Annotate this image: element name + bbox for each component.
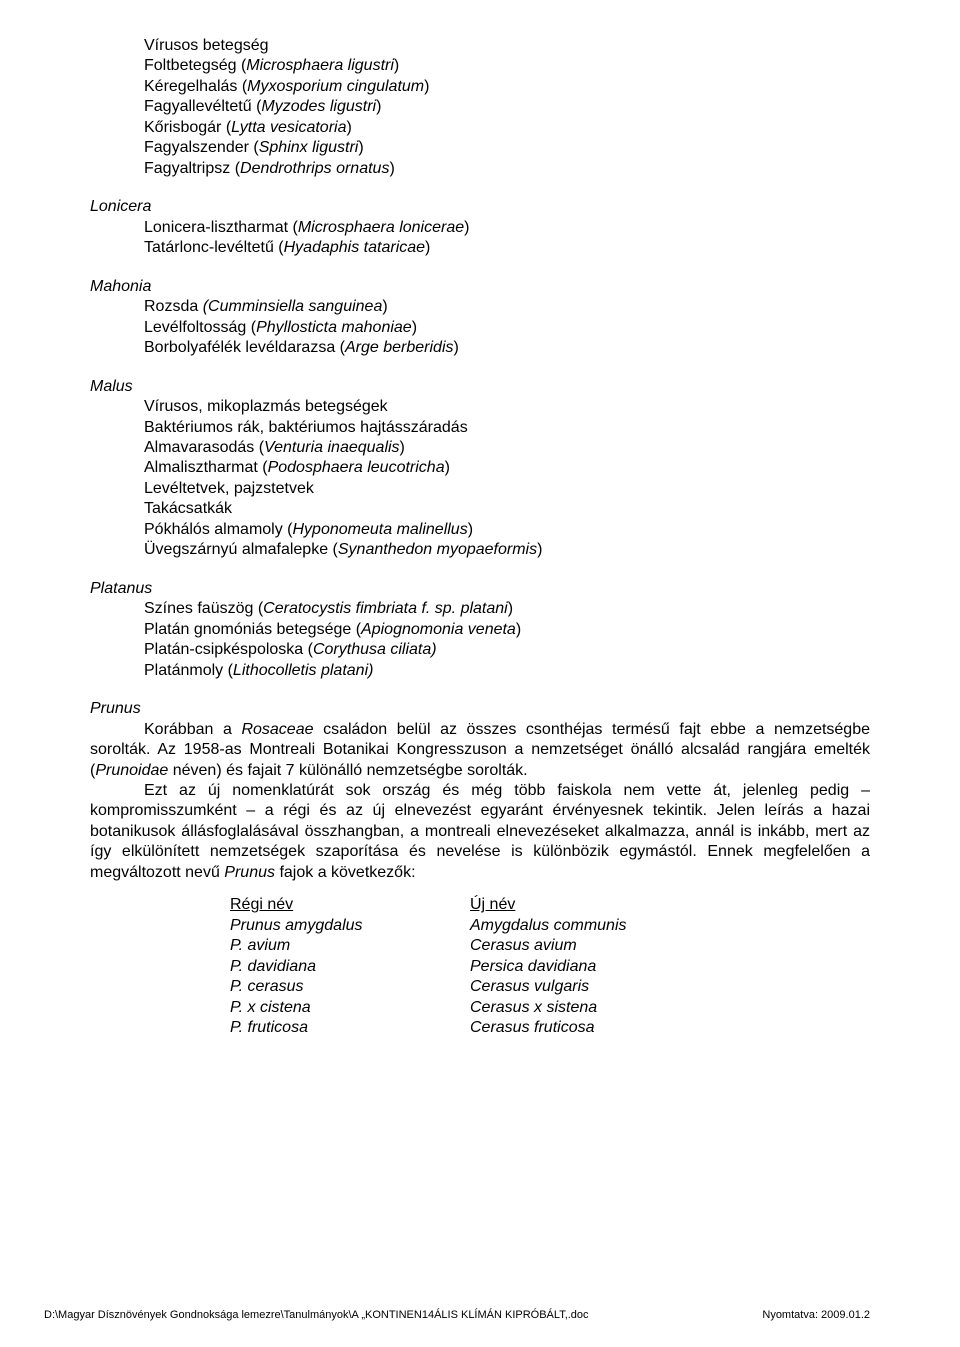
genus-label: Malus (90, 377, 870, 397)
footer-right: Nyomtatva: 2009.01.2 (762, 1309, 870, 1321)
section-top: Vírusos betegség Foltbetegség (Microspha… (90, 36, 870, 179)
species-line: Lonicera-lisztharmat (Microsphaera lonic… (144, 218, 870, 238)
species-line: Fagyalszender (Sphinx ligustri) (144, 138, 870, 158)
genus-label: Mahonia (90, 277, 870, 297)
paragraph: Korábban a Rosaceae családon belül az ös… (90, 720, 870, 781)
species-line: Almalisztharmat (Podosphaera leucotricha… (144, 458, 870, 478)
section-lonicera: Lonicera Lonicera-lisztharmat (Microspha… (90, 197, 870, 258)
section-malus: Malus Vírusos, mikoplazmás betegségek Ba… (90, 377, 870, 561)
species-line: Üvegszárnyú almafalepke (Synanthedon myo… (144, 540, 870, 560)
table-row: Prunus amygdalusAmygdalus communis (230, 916, 870, 936)
species-line: Takácsatkák (144, 499, 870, 519)
table-row: P. davidianaPersica davidiana (230, 957, 870, 977)
species-line: Kéregelhalás (Myxosporium cingulatum) (144, 77, 870, 97)
table-row: P. fruticosaCerasus fruticosa (230, 1018, 870, 1038)
paragraph: Ezt az új nomenklatúrát sok ország és mé… (90, 781, 870, 883)
section-platanus: Platanus Színes faüszög (Ceratocystis fi… (90, 579, 870, 681)
species-line: Vírusos betegség (144, 36, 870, 56)
species-line: Platán gnomóniás betegsége (Apiognomonia… (144, 620, 870, 640)
species-line: Levéltetvek, pajzstetvek (144, 479, 870, 499)
species-line: Tatárlonc-levéltetű (Hyadaphis tataricae… (144, 238, 870, 258)
footer-left: D:\Magyar Dísznövények Gondnoksága lemez… (44, 1309, 589, 1321)
table-header-new: Új név (470, 895, 870, 915)
species-line: Borbolyafélék levéldarazsa (Arge berberi… (144, 338, 870, 358)
table-row: P. cerasusCerasus vulgaris (230, 977, 870, 997)
section-prunus: Prunus Korábban a Rosaceae családon belü… (90, 699, 870, 1039)
species-line: Foltbetegség (Microsphaera ligustri) (144, 56, 870, 76)
species-line: Almavarasodás (Venturia inaequalis) (144, 438, 870, 458)
section-mahonia: Mahonia Rozsda (Cumminsiella sanguinea) … (90, 277, 870, 359)
species-line: Rozsda (Cumminsiella sanguinea) (144, 297, 870, 317)
genus-label: Prunus (90, 699, 870, 719)
genus-label: Lonicera (90, 197, 870, 217)
document-body: Vírusos betegség Foltbetegség (Microspha… (90, 36, 870, 1039)
species-line: Platánmoly (Lithocolletis platani) (144, 661, 870, 681)
species-line: Fagyallevéltetű (Myzodes ligustri) (144, 97, 870, 117)
genus-label: Platanus (90, 579, 870, 599)
table-row: P. aviumCerasus avium (230, 936, 870, 956)
species-line: Pókhálós almamoly (Hyponomeuta malinellu… (144, 520, 870, 540)
species-line: Vírusos, mikoplazmás betegségek (144, 397, 870, 417)
species-line: Kőrisbogár (Lytta vesicatoria) (144, 118, 870, 138)
table-row: P. x cistenaCerasus x sistena (230, 998, 870, 1018)
species-line: Fagyaltripsz (Dendrothrips ornatus) (144, 159, 870, 179)
page-footer: D:\Magyar Dísznövények Gondnoksága lemez… (0, 1309, 960, 1321)
table-header-old: Régi név (230, 895, 470, 915)
species-line: Baktériumos rák, baktériumos hajtásszára… (144, 418, 870, 438)
species-line: Levélfoltosság (Phyllosticta mahoniae) (144, 318, 870, 338)
species-line: Platán-csipkéspoloska (Corythusa ciliata… (144, 640, 870, 660)
table-header-row: Régi név Új név (230, 895, 870, 915)
names-table: Régi név Új név Prunus amygdalusAmygdalu… (90, 895, 870, 1038)
species-line: Színes faüszög (Ceratocystis fimbriata f… (144, 599, 870, 619)
